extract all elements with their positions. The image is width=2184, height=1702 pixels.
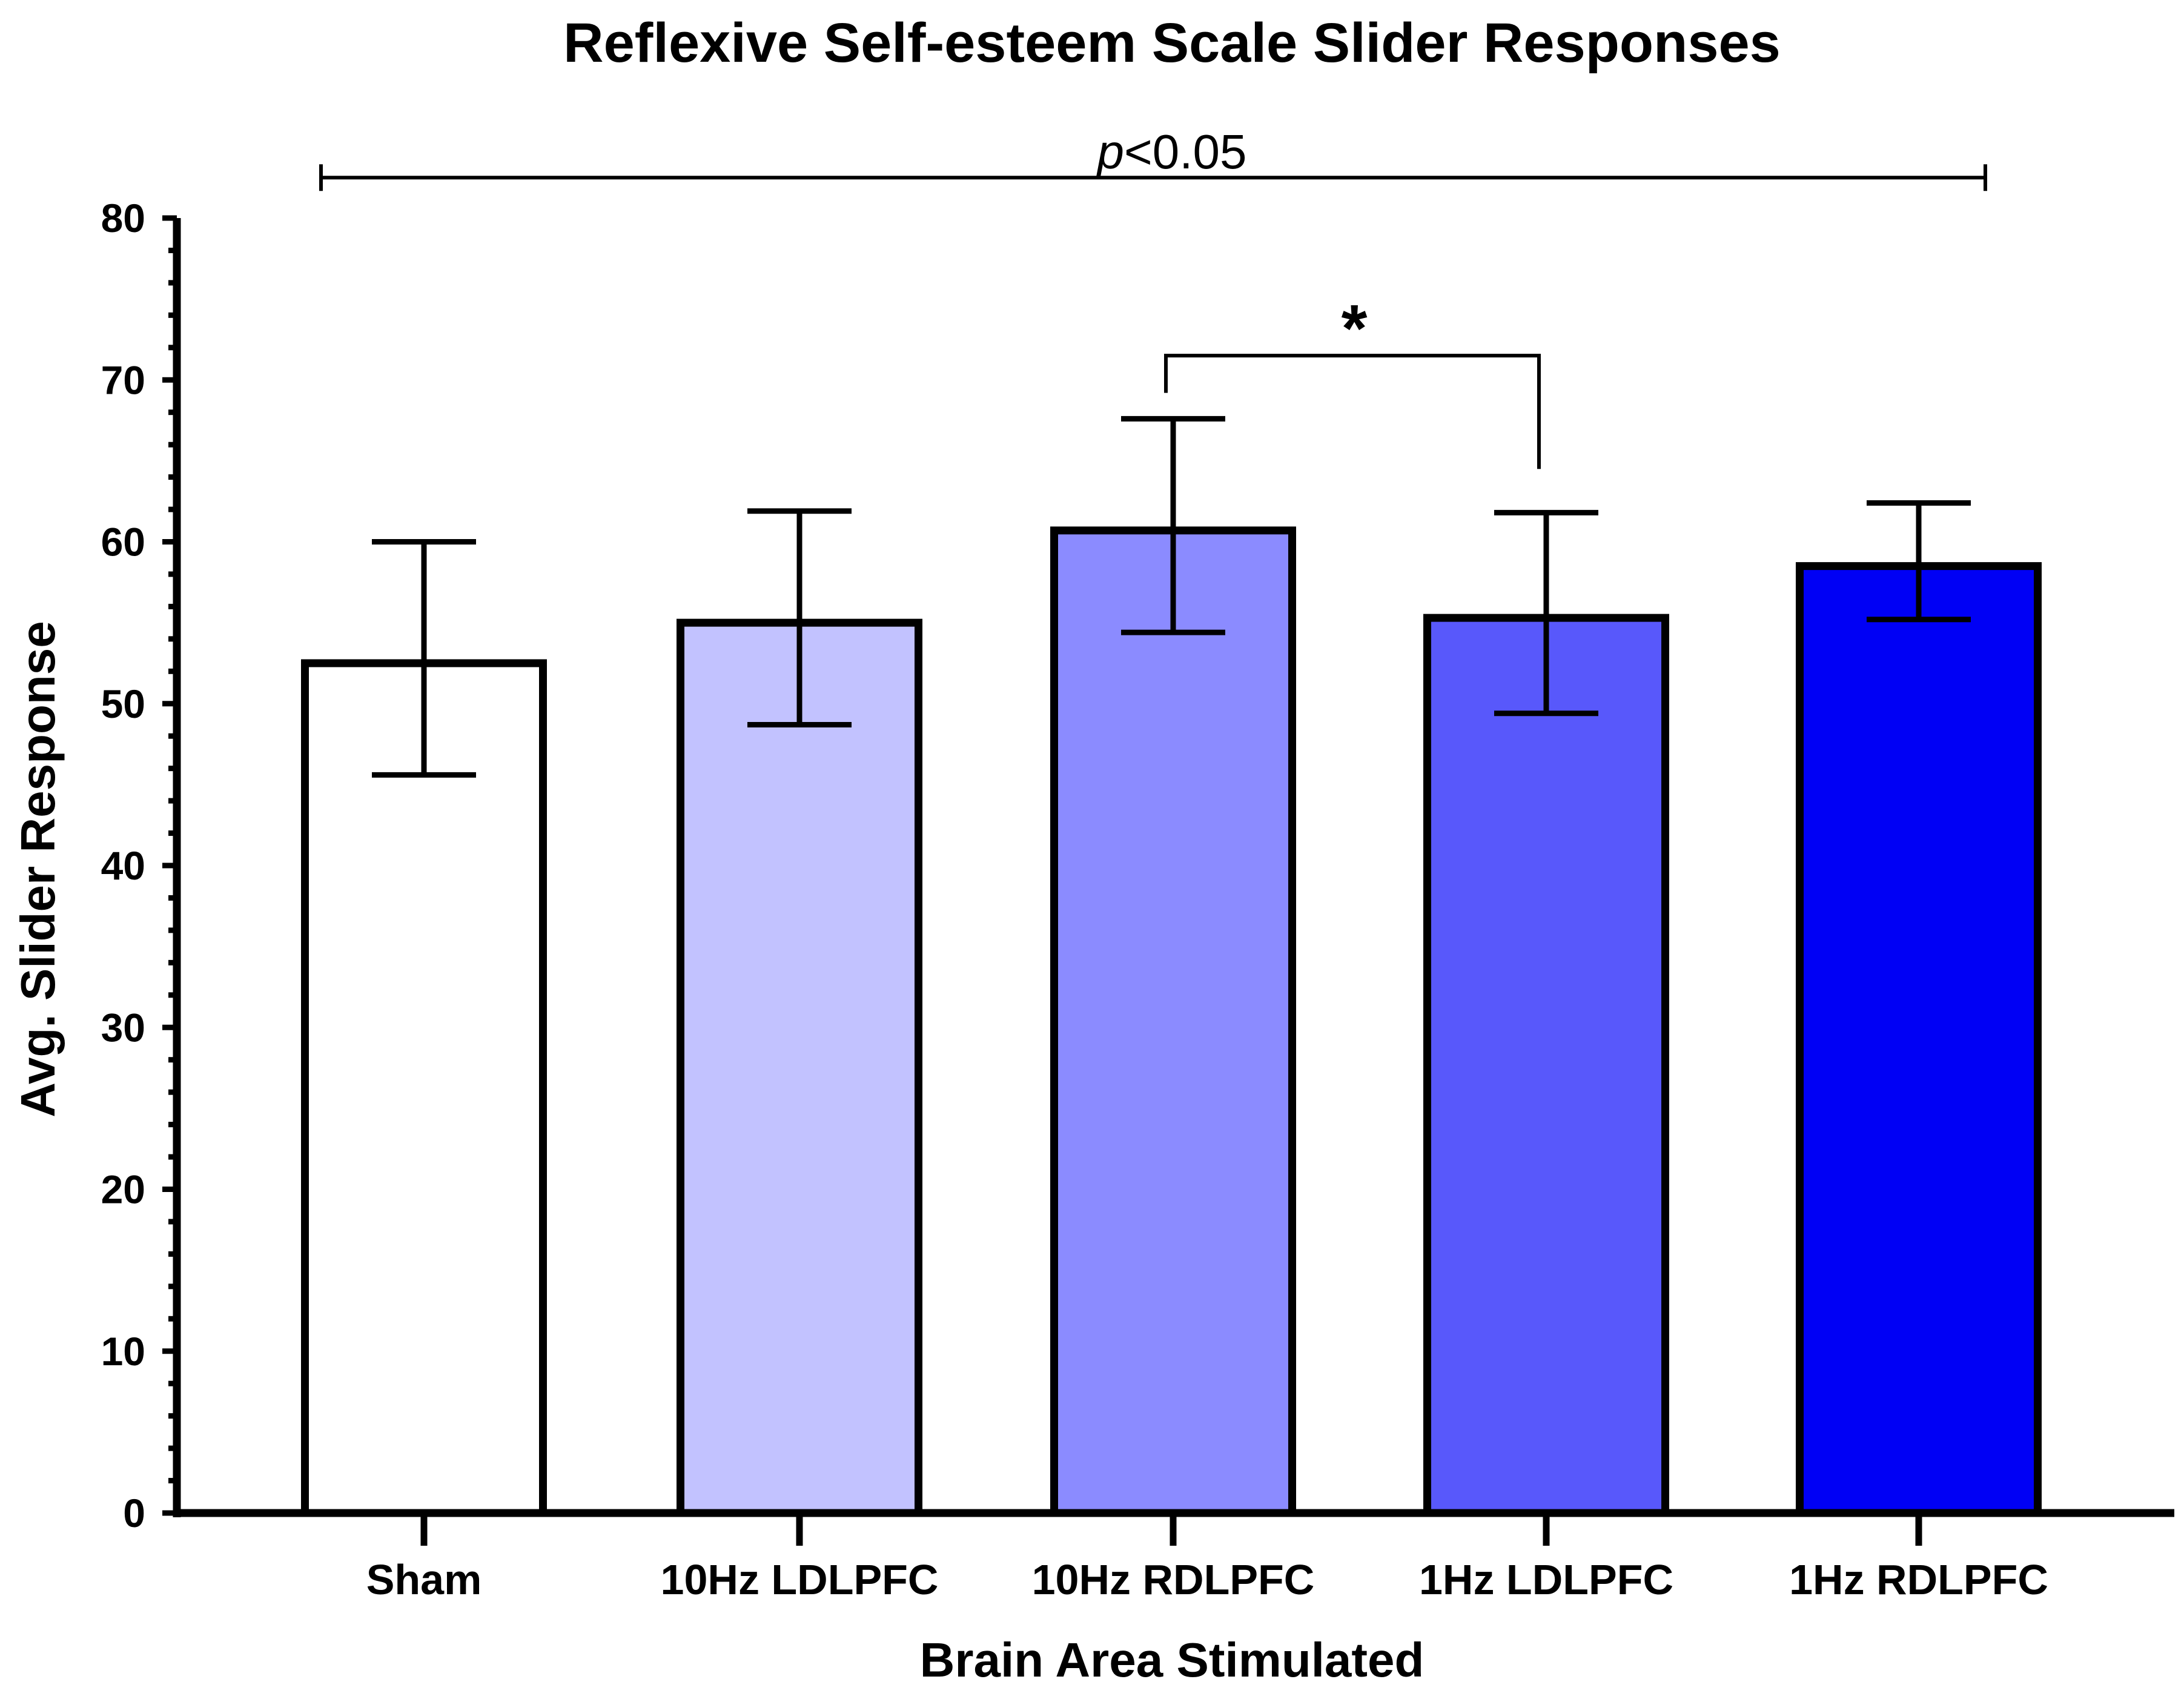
y-tick-label: 80 (101, 196, 145, 240)
overall-significance-label: p<0.05 (1096, 125, 1247, 179)
p-letter: p (1096, 125, 1125, 179)
bar-sham (301, 659, 547, 1517)
y-tick-label: 50 (101, 681, 145, 726)
chart-title: Reflexive Self-esteem Scale Slider Respo… (563, 12, 1781, 74)
error-bar (1867, 500, 1971, 623)
pairwise-significance-bracket (1164, 354, 1541, 469)
x-axis-title: Brain Area Stimulated (920, 1633, 1425, 1687)
y-tick-label: 70 (101, 357, 145, 402)
x-category-label: 1Hz LDLPFC (1419, 1556, 1673, 1603)
y-tick-label: 30 (101, 1005, 145, 1050)
bar-10hz-ldlpfc (677, 618, 922, 1517)
x-category-label: 10Hz LDLPFC (661, 1556, 939, 1603)
y-tick-label: 40 (101, 843, 145, 888)
bars-layer (301, 526, 2042, 1517)
error-bar (1121, 416, 1225, 635)
x-category-label: 1Hz RDLPFC (1789, 1556, 2048, 1603)
bar-1hz-ldlpfc (1423, 614, 1669, 1517)
overall-significance-bracket (319, 164, 1987, 191)
x-category-label: Sham (366, 1556, 482, 1603)
y-ticks-layer: 0 10 20 30 40 50 60 70 80 (101, 196, 177, 1535)
p-threshold: <0.05 (1124, 125, 1246, 179)
y-tick-label: 60 (101, 520, 145, 565)
x-category-label: 10Hz RDLPFC (1032, 1556, 1315, 1603)
y-axis-title: Avg. Slider Response (11, 621, 65, 1118)
y-tick-label: 0 (123, 1491, 145, 1535)
error-bars-layer (372, 416, 1971, 778)
significance-layer: p<0.05 * (319, 125, 1987, 469)
y-tick-label: 10 (101, 1329, 145, 1374)
y-tick-label: 20 (101, 1167, 145, 1212)
bar-1hz-rdlpfc (1796, 562, 2042, 1517)
bar-10hz-rdlpfc (1050, 526, 1296, 1517)
error-bar (372, 539, 476, 778)
pairwise-significance-star: * (1342, 291, 1368, 366)
x-ticks-layer: Sham 10Hz LDLPFC 10Hz RDLPFC 1Hz LDLPFC 1Hz … (366, 1513, 2048, 1603)
error-bar (747, 508, 852, 727)
error-bar (1494, 509, 1598, 717)
bracket-line (1164, 354, 1541, 469)
